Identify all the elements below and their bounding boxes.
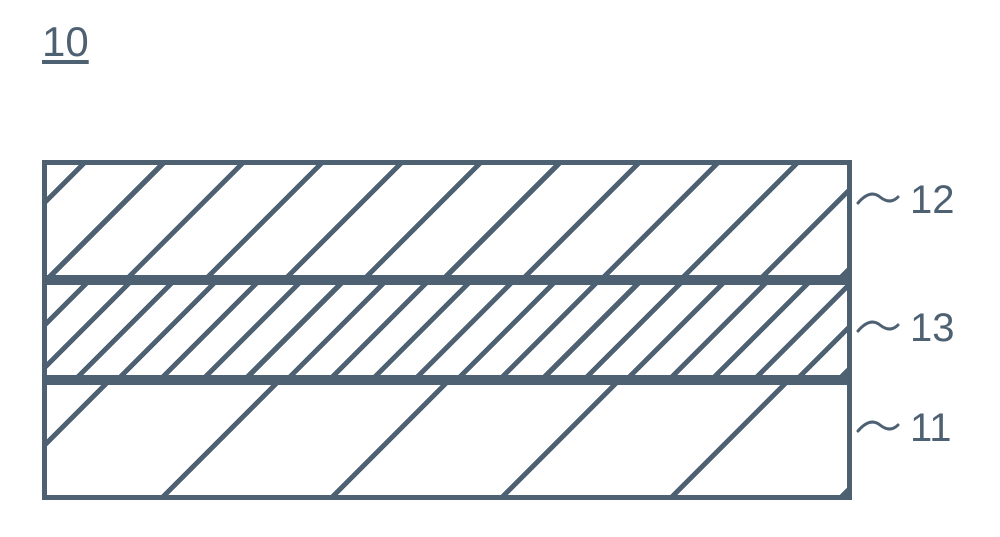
lead-line-11 <box>854 413 902 443</box>
figure-label: 10 <box>42 18 89 66</box>
layer-top <box>42 160 852 280</box>
diagram-canvas: 10 12 13 11 <box>0 0 1000 537</box>
layer-bottom <box>42 380 852 500</box>
ref-label-11: 11 <box>910 406 952 451</box>
lead-line-13 <box>854 313 902 343</box>
ref-label-12: 12 <box>910 178 955 223</box>
ref-label-13: 13 <box>910 306 955 351</box>
lead-line-12 <box>854 185 902 215</box>
layer-middle <box>42 280 852 380</box>
